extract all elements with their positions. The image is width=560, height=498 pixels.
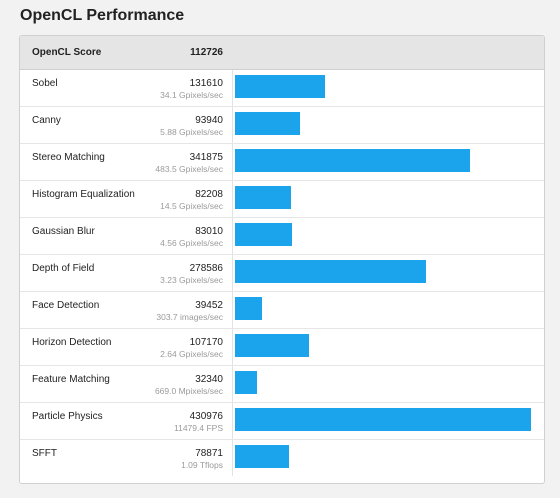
benchmark-name: Particle Physics bbox=[32, 411, 103, 422]
benchmark-throughput: 34.1 Gpixels/sec bbox=[160, 90, 223, 100]
benchmark-row: Depth of Field 278586 3.23 Gpixels/sec bbox=[20, 255, 544, 292]
benchmark-name: Histogram Equalization bbox=[32, 189, 135, 200]
benchmark-name: Sobel bbox=[32, 78, 58, 89]
benchmark-throughput: 5.88 Gpixels/sec bbox=[160, 127, 223, 137]
column-divider bbox=[232, 181, 233, 217]
benchmark-row: Feature Matching 32340 669.0 Mpixels/sec bbox=[20, 366, 544, 403]
score-bar bbox=[235, 334, 309, 357]
benchmark-name: Feature Matching bbox=[32, 374, 110, 385]
column-divider bbox=[232, 440, 233, 476]
score-bar bbox=[235, 371, 257, 394]
benchmark-score: 83010 bbox=[195, 226, 223, 237]
score-bar bbox=[235, 445, 289, 468]
benchmark-throughput: 483.5 Gpixels/sec bbox=[155, 164, 223, 174]
score-bar bbox=[235, 149, 470, 172]
benchmark-row: Face Detection 39452 303.7 images/sec bbox=[20, 292, 544, 329]
benchmark-score: 39452 bbox=[195, 300, 223, 311]
column-divider bbox=[232, 144, 233, 180]
score-bar bbox=[235, 408, 531, 431]
benchmark-throughput: 14.5 Gpixels/sec bbox=[160, 201, 223, 211]
benchmark-score: 93940 bbox=[195, 115, 223, 126]
opencl-score-value: 112726 bbox=[190, 47, 223, 58]
column-divider bbox=[232, 255, 233, 291]
opencl-score-label: OpenCL Score bbox=[32, 47, 102, 58]
score-bar bbox=[235, 75, 325, 98]
benchmark-score: 341875 bbox=[189, 152, 223, 163]
column-divider bbox=[232, 329, 233, 365]
score-bar bbox=[235, 223, 292, 246]
page-title: OpenCL Performance bbox=[20, 7, 185, 24]
column-divider bbox=[232, 292, 233, 328]
benchmark-name: Stereo Matching bbox=[32, 152, 105, 163]
benchmark-throughput: 2.64 Gpixels/sec bbox=[160, 349, 223, 359]
benchmark-score: 278586 bbox=[189, 263, 223, 274]
benchmark-name: Gaussian Blur bbox=[32, 226, 95, 237]
benchmark-score: 78871 bbox=[195, 448, 223, 459]
benchmark-score: 430976 bbox=[189, 411, 223, 422]
benchmark-row: Horizon Detection 107170 2.64 Gpixels/sec bbox=[20, 329, 544, 366]
benchmark-score: 32340 bbox=[195, 374, 223, 385]
score-bar bbox=[235, 186, 291, 209]
benchmark-row: Sobel 131610 34.1 Gpixels/sec bbox=[20, 70, 544, 107]
benchmark-throughput: 3.23 Gpixels/sec bbox=[160, 275, 223, 285]
benchmark-throughput: 1.09 Tflops bbox=[181, 460, 223, 470]
column-divider bbox=[232, 70, 233, 106]
score-bar bbox=[235, 112, 300, 135]
benchmark-throughput: 669.0 Mpixels/sec bbox=[154, 386, 223, 396]
benchmark-name: Canny bbox=[32, 115, 61, 126]
benchmark-row: Gaussian Blur 83010 4.56 Gpixels/sec bbox=[20, 218, 544, 255]
benchmark-row: Particle Physics 430976 11479.4 FPS bbox=[20, 403, 544, 440]
benchmark-name: Horizon Detection bbox=[32, 337, 112, 348]
results-panel: OpenCL Score 112726 Sobel 131610 34.1 Gpix… bbox=[19, 35, 545, 484]
column-divider bbox=[232, 218, 233, 254]
benchmark-throughput: 11479.4 FPS bbox=[174, 423, 223, 433]
column-divider bbox=[232, 366, 233, 402]
benchmark-name: SFFT bbox=[32, 448, 57, 459]
benchmark-throughput: 4.56 Gpixels/sec bbox=[160, 238, 223, 248]
opencl-score-header: OpenCL Score 112726 bbox=[20, 36, 544, 70]
benchmark-row: Stereo Matching 341875 483.5 Gpixels/sec bbox=[20, 144, 544, 181]
benchmark-throughput: 303.7 images/sec bbox=[156, 312, 223, 322]
benchmark-score: 107170 bbox=[189, 337, 223, 348]
column-divider bbox=[232, 403, 233, 439]
benchmark-list: Sobel 131610 34.1 Gpixels/sec Canny 93940 5.8… bbox=[20, 70, 544, 476]
benchmark-name: Face Detection bbox=[32, 300, 100, 311]
column-divider bbox=[232, 107, 233, 143]
benchmark-row: Canny 93940 5.88 Gpixels/sec bbox=[20, 107, 544, 144]
benchmark-name: Depth of Field bbox=[32, 263, 95, 274]
benchmark-score: 131610 bbox=[189, 78, 223, 89]
benchmark-score: 82208 bbox=[195, 189, 223, 200]
score-bar bbox=[235, 260, 426, 283]
benchmark-row: Histogram Equalization 82208 14.5 Gpixels/… bbox=[20, 181, 544, 218]
benchmark-row: SFFT 78871 1.09 Tflops bbox=[20, 440, 544, 476]
score-bar bbox=[235, 297, 262, 320]
